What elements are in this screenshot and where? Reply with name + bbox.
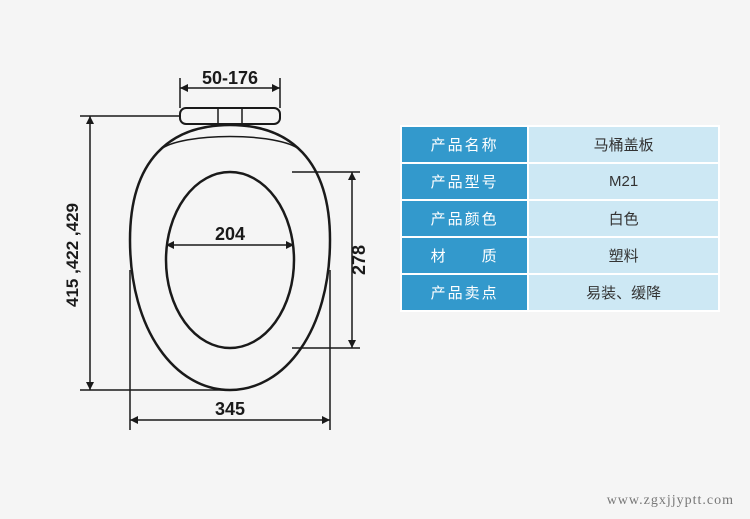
spec-value: 塑料: [528, 237, 719, 274]
spec-label: 材 质: [401, 237, 528, 274]
dim-hinge: 50-176: [202, 70, 258, 88]
spec-value: 马桶盖板: [528, 126, 719, 163]
spec-table: 产品名称马桶盖板产品型号M21产品颜色白色材 质塑料产品卖点易装、缓降: [400, 125, 720, 312]
table-row: 产品名称马桶盖板: [401, 126, 719, 163]
spec-label: 产品名称: [401, 126, 528, 163]
dim-outer-width: 345: [215, 399, 245, 419]
spec-value: 白色: [528, 200, 719, 237]
spec-label: 产品卖点: [401, 274, 528, 311]
spec-value: M21: [528, 163, 719, 200]
dim-inner-width: 204: [215, 224, 245, 244]
watermark-text: www.zgxjjyptt.com: [607, 493, 734, 509]
spec-table-container: 产品名称马桶盖板产品型号M21产品颜色白色材 质塑料产品卖点易装、缓降: [400, 125, 720, 312]
table-row: 产品型号M21: [401, 163, 719, 200]
table-row: 产品卖点易装、缓降: [401, 274, 719, 311]
dim-outer-heights: 415 ,422 ,429: [63, 203, 82, 307]
dimension-diagram: 50-176 204 278 415 ,422 ,429 345: [60, 70, 380, 450]
spec-label: 产品型号: [401, 163, 528, 200]
spec-value: 易装、缓降: [528, 274, 719, 311]
toilet-seat-diagram: 50-176 204 278 415 ,422 ,429 345: [60, 70, 380, 450]
spec-label: 产品颜色: [401, 200, 528, 237]
dim-inner-height: 278: [349, 245, 369, 275]
table-row: 产品颜色白色: [401, 200, 719, 237]
table-row: 材 质塑料: [401, 237, 719, 274]
